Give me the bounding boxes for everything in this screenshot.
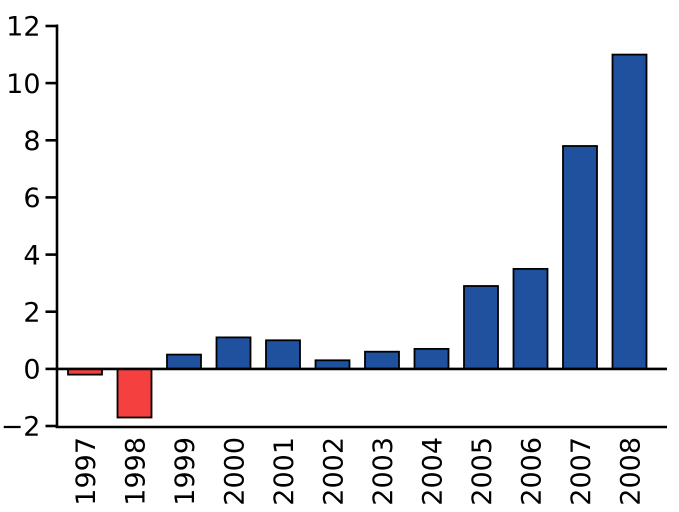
x-tick-label: 2001 bbox=[269, 437, 300, 506]
bar-1998 bbox=[116, 367, 153, 419]
x-tick-label: 2008 bbox=[616, 437, 647, 506]
x-tick-label: 2004 bbox=[418, 437, 449, 506]
y-tick-label: 6 bbox=[23, 183, 40, 214]
x-tick-label: 2003 bbox=[368, 437, 399, 506]
x-tick-label: 1999 bbox=[170, 437, 201, 506]
x-tick-label: 2007 bbox=[566, 437, 597, 506]
bar-2005 bbox=[463, 285, 499, 370]
y-tick-label: 2 bbox=[23, 297, 40, 328]
bar-2008 bbox=[611, 53, 648, 370]
x-tick-label: 2005 bbox=[467, 437, 498, 506]
y-tick-label: 10 bbox=[6, 69, 40, 100]
bar-2000 bbox=[215, 336, 252, 370]
bar-1999 bbox=[166, 353, 202, 370]
bar-2007 bbox=[562, 145, 598, 370]
y-tick-label: 4 bbox=[23, 240, 40, 271]
x-tick-label: 2002 bbox=[319, 437, 350, 506]
bar-2006 bbox=[512, 267, 549, 370]
x-tick-label: 2000 bbox=[220, 437, 251, 506]
x-tick-label: 1998 bbox=[121, 437, 152, 506]
bar-2001 bbox=[265, 339, 301, 370]
y-tick-label: −2 bbox=[1, 412, 41, 443]
y-tick-label: 12 bbox=[6, 12, 40, 43]
bar-2004 bbox=[413, 347, 450, 370]
y-tick-label: 0 bbox=[23, 355, 40, 386]
x-tick-label: 2006 bbox=[517, 437, 548, 506]
y-tick-label: 8 bbox=[23, 126, 40, 157]
bar-2003 bbox=[364, 350, 400, 370]
x-tick-label: 1997 bbox=[71, 437, 102, 506]
